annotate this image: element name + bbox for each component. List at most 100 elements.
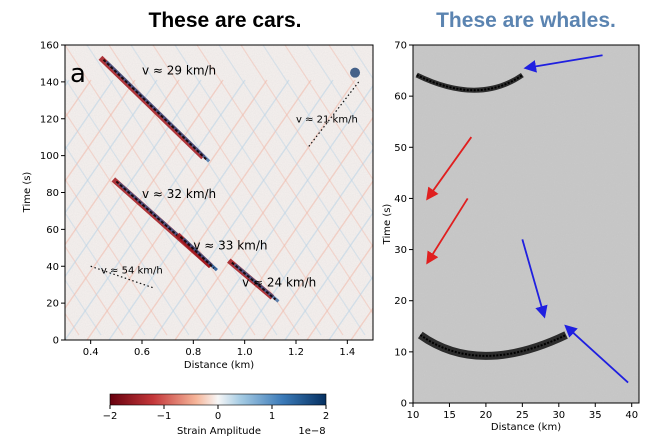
colorbar-tick-label: 1 bbox=[269, 411, 275, 422]
texture-line bbox=[65, 79, 136, 183]
colorbar-tick-label: −1 bbox=[157, 411, 172, 422]
texture-line bbox=[108, 79, 290, 340]
cars-ytick-label: 80 bbox=[46, 188, 59, 199]
colorbar-tick-label: 2 bbox=[323, 411, 329, 422]
texture-line bbox=[262, 45, 373, 214]
vehicle-track-1 bbox=[102, 59, 207, 161]
texture-line bbox=[65, 144, 190, 336]
texture-line bbox=[86, 79, 268, 340]
whales-ytick-label: 50 bbox=[394, 143, 407, 154]
cars-ytick-label: 40 bbox=[46, 262, 59, 273]
texture-line bbox=[130, 45, 322, 336]
texture-line bbox=[262, 179, 373, 340]
texture-line bbox=[174, 79, 356, 340]
blue-arrow-1 bbox=[523, 54, 603, 73]
texture-line bbox=[284, 211, 373, 340]
texture-line bbox=[196, 45, 373, 315]
texture-line bbox=[86, 45, 278, 336]
texture-line bbox=[240, 45, 373, 248]
whale-arrival-2-core bbox=[419, 334, 567, 357]
speed-label-1: v ≈ 29 km/h bbox=[142, 64, 216, 78]
texture-line bbox=[218, 45, 373, 282]
speed-label-5: v ≈ 54 km/h bbox=[101, 266, 163, 277]
cars-xtick-label: 0.8 bbox=[185, 347, 201, 358]
colorbar-scale: 1e−8 bbox=[298, 426, 325, 437]
red-arrow-2 bbox=[426, 136, 473, 201]
colorbar-tick-label: −2 bbox=[103, 411, 118, 422]
blue-arrow-4 bbox=[521, 239, 548, 319]
whales-title: These are whales. bbox=[436, 9, 616, 32]
cars-xtick-label: 0.6 bbox=[134, 347, 150, 358]
texture-line bbox=[284, 45, 373, 181]
texture-line bbox=[65, 111, 212, 336]
cars-panel: a v ≈ 29 km/h v ≈ 21 km/h v ≈ 32 km/h v ≈ 3… bbox=[22, 41, 374, 437]
whales-xtick-label: 30 bbox=[552, 410, 565, 421]
texture-line bbox=[65, 79, 246, 340]
whales-ytick-label: 10 bbox=[394, 347, 407, 358]
speed-label-2: v ≈ 21 km/h bbox=[296, 114, 358, 125]
whales-xlabel: Distance (km) bbox=[491, 422, 561, 433]
texture-line bbox=[196, 84, 373, 340]
whales-xtick-label: 15 bbox=[443, 410, 456, 421]
vehicle-track-4 bbox=[179, 236, 215, 269]
blue-arrow-5 bbox=[564, 324, 629, 384]
whales-xtick-label: 40 bbox=[625, 410, 638, 421]
speed-label-6: v ≈ 24 km/h bbox=[242, 276, 316, 290]
whales-xtick-label: 20 bbox=[480, 410, 493, 421]
vehicle-blob bbox=[350, 67, 361, 78]
texture-line bbox=[65, 278, 102, 336]
texture-line bbox=[65, 79, 180, 246]
cars-xtick-label: 1.2 bbox=[288, 347, 304, 358]
vehicle-track-3 bbox=[115, 180, 215, 269]
texture-line bbox=[328, 45, 373, 114]
whales-ytick-label: 40 bbox=[394, 194, 407, 205]
speed-label-4: v ≈ 33 km/h bbox=[193, 239, 267, 253]
texture-line bbox=[130, 79, 312, 340]
texture-line bbox=[152, 45, 344, 336]
colorbar-label: Strain Amplitude bbox=[177, 426, 261, 437]
cars-ytick-label: 20 bbox=[46, 299, 59, 310]
cars-ytick-label: 100 bbox=[40, 151, 59, 162]
texture-line bbox=[328, 275, 373, 340]
cars-ytick-label: 120 bbox=[40, 114, 59, 125]
cars-ylabel: Time (s) bbox=[22, 172, 33, 214]
whales-ylabel: Time (s) bbox=[382, 204, 393, 246]
whales-xtick-label: 25 bbox=[516, 410, 529, 421]
texture-line bbox=[152, 79, 334, 340]
whales-ytick-label: 30 bbox=[394, 245, 407, 256]
whales-ytick-label: 0 bbox=[401, 399, 407, 410]
texture-line bbox=[65, 79, 158, 215]
cars-ytick-label: 60 bbox=[46, 225, 59, 236]
cars-ytick-label: 160 bbox=[40, 41, 59, 52]
cars-title: These are cars. bbox=[149, 9, 302, 32]
cars-xlabel: Distance (km) bbox=[184, 360, 254, 371]
cars-xtick-label: 1.4 bbox=[339, 347, 355, 358]
panel-label-a: a bbox=[70, 59, 86, 89]
whales-texture bbox=[413, 45, 639, 403]
cars-xtick-label: 0.4 bbox=[83, 347, 99, 358]
speed-label-3: v ≈ 32 km/h bbox=[142, 187, 216, 201]
texture-line bbox=[65, 79, 114, 151]
cars-texture bbox=[65, 45, 373, 340]
whales-ytick-label: 60 bbox=[394, 92, 407, 103]
cars-ytick-label: 0 bbox=[53, 336, 59, 347]
texture-line bbox=[65, 178, 168, 336]
texture-line bbox=[306, 45, 373, 147]
vehicle-track-6 bbox=[231, 261, 277, 301]
vehicle-track-5 bbox=[90, 265, 156, 289]
texture-line bbox=[218, 116, 373, 340]
texture-line bbox=[65, 77, 234, 336]
cars-ytick-label: 140 bbox=[40, 77, 59, 88]
texture-line bbox=[65, 79, 224, 310]
colorbar bbox=[109, 393, 327, 406]
cars-xtick-label: 1.0 bbox=[237, 347, 253, 358]
texture-line bbox=[174, 45, 366, 336]
texture-line bbox=[65, 211, 146, 336]
whales-plot-frame bbox=[412, 44, 640, 404]
colorbar-tick-label: 0 bbox=[215, 411, 221, 422]
whales-ytick-label: 70 bbox=[394, 41, 407, 52]
texture-line bbox=[306, 243, 373, 340]
whales-ytick-label: 20 bbox=[394, 296, 407, 307]
